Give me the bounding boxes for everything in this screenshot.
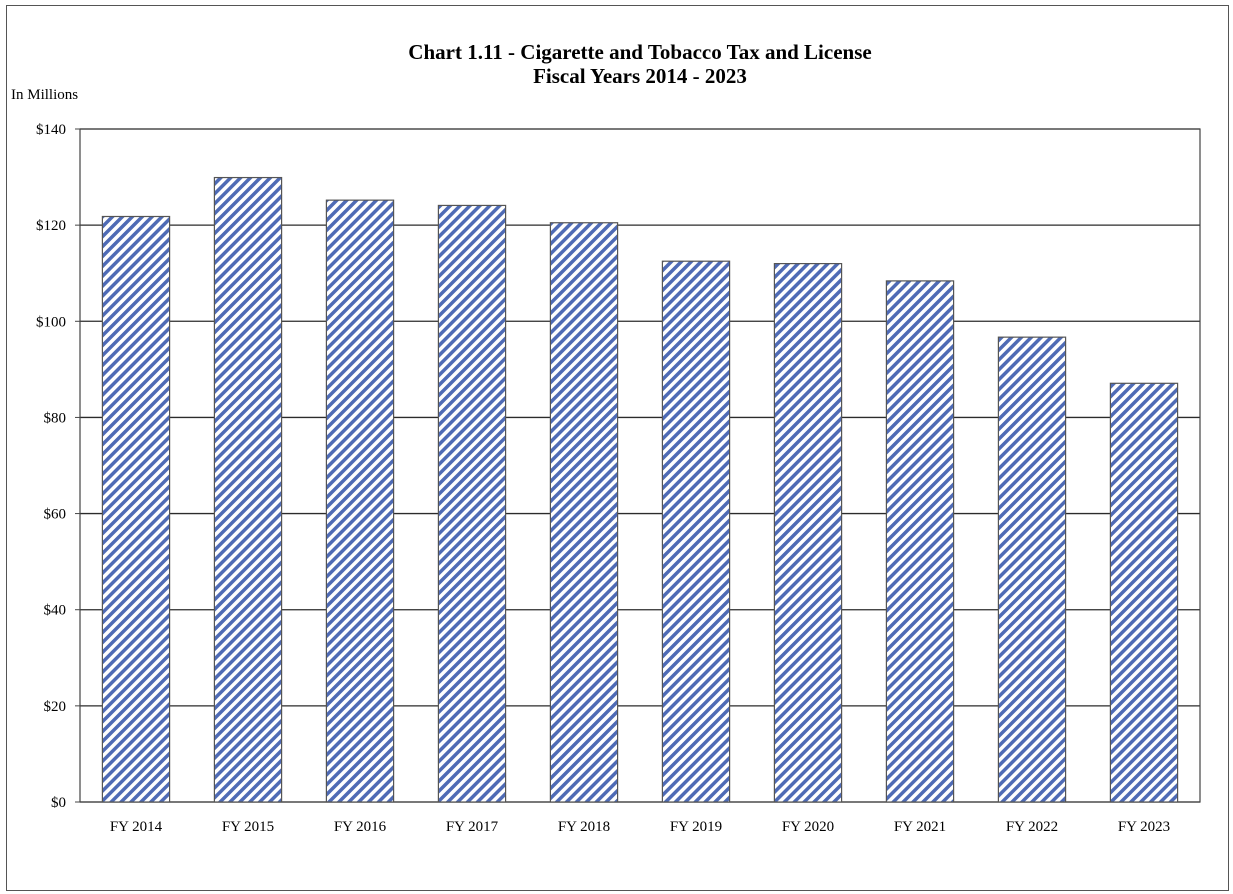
x-tick-label: FY 2019 xyxy=(670,819,722,835)
y-tick-label: $20 xyxy=(44,699,67,715)
bar-fy-2015 xyxy=(213,176,283,803)
bar-fy-2022 xyxy=(997,336,1067,803)
x-tick-label: FY 2018 xyxy=(558,819,610,835)
x-tick-label: FY 2014 xyxy=(110,819,163,835)
x-tick-label: FY 2022 xyxy=(1006,819,1058,835)
x-tick-label: FY 2016 xyxy=(334,819,387,835)
x-tick-label: FY 2015 xyxy=(222,819,274,835)
bar-fy-2017 xyxy=(437,204,507,803)
y-axis-ticks: $0 $20 $40 $60 $80 $100 $120 $140 xyxy=(36,122,80,811)
bar-fy-2023 xyxy=(1109,382,1179,803)
bar-fy-2018 xyxy=(549,222,619,803)
x-axis-ticks: FY 2014 FY 2015 FY 2016 FY 2017 FY 2018 FY 20… xyxy=(110,819,1170,835)
y-tick-label: $60 xyxy=(44,507,67,523)
y-tick-label: $120 xyxy=(36,218,66,234)
chart-subtitle: Fiscal Years 2014 - 2023 xyxy=(533,64,747,88)
bar-fy-2016 xyxy=(325,199,395,803)
y-tick-label: $40 xyxy=(44,603,67,619)
bar-fy-2019 xyxy=(661,260,731,803)
plot-area xyxy=(79,128,1201,803)
x-tick-label: FY 2023 xyxy=(1118,819,1170,835)
y-axis-label: In Millions xyxy=(11,87,79,103)
x-tick-label: FY 2021 xyxy=(894,819,946,835)
bars xyxy=(101,176,1179,803)
bar-fy-2021 xyxy=(885,280,955,803)
y-tick-label: $80 xyxy=(44,410,67,426)
y-tick-label: $140 xyxy=(36,122,66,138)
bar-fy-2020 xyxy=(773,263,843,803)
y-tick-label: $0 xyxy=(51,795,66,811)
chart-title: Chart 1.11 - Cigarette and Tobacco Tax a… xyxy=(408,40,872,64)
y-tick-label: $100 xyxy=(36,314,66,330)
x-tick-label: FY 2020 xyxy=(782,819,834,835)
x-tick-label: FY 2017 xyxy=(446,819,499,835)
chart-title-block: Chart 1.11 - Cigarette and Tobacco Tax a… xyxy=(0,40,1233,88)
bar-fy-2014 xyxy=(101,215,171,803)
